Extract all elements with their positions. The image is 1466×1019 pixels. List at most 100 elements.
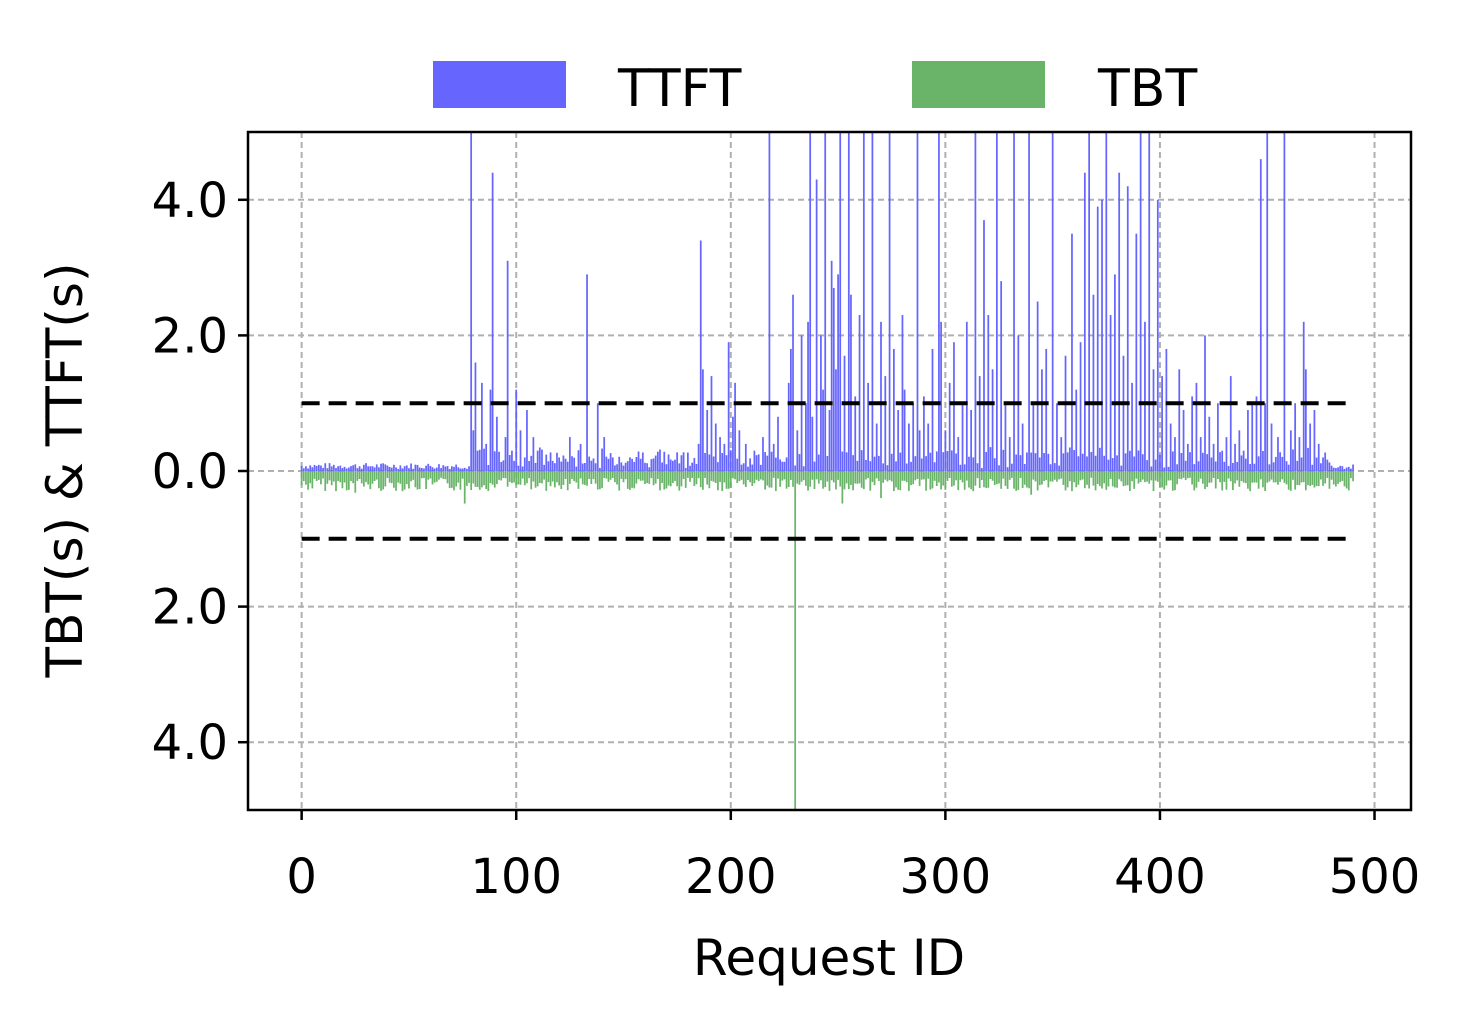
tbt-bar <box>687 471 689 478</box>
ttft-bar <box>341 468 344 471</box>
ttft-bar <box>1242 450 1245 471</box>
ttft-bar <box>935 451 938 471</box>
tbt-bar <box>1221 471 1224 491</box>
tbt-bar <box>450 471 453 488</box>
tbt-bar <box>1322 471 1324 486</box>
tbt-bar <box>875 471 878 479</box>
ttft-bar <box>1201 452 1204 471</box>
ttft-bar <box>1292 449 1294 471</box>
tbt-bar <box>899 471 902 491</box>
tbt-bar <box>1043 471 1045 482</box>
ttft-bar <box>1210 457 1213 471</box>
tbt-bar <box>856 471 859 484</box>
tbt-bar <box>521 471 524 479</box>
tbt-bar <box>324 471 327 491</box>
ttft-bar <box>620 462 623 471</box>
ttft-bar <box>1094 455 1097 471</box>
tbt-bar <box>1023 471 1026 485</box>
tbt-bar <box>725 471 728 489</box>
tbt-bar <box>1272 471 1275 483</box>
ttft-bar <box>652 458 655 471</box>
ttft-bar <box>1199 437 1202 471</box>
tbt-bar <box>955 471 957 481</box>
tbt-bar <box>1193 471 1196 491</box>
tbt-bar <box>1017 471 1020 490</box>
tbt-bar <box>1302 471 1305 483</box>
tbt-bar <box>680 471 683 487</box>
ttft-bar <box>1298 437 1301 471</box>
tbt-bar <box>1148 471 1151 484</box>
tbt-bar <box>826 471 829 482</box>
tbt-bar <box>963 471 966 490</box>
tbt-bar <box>852 471 854 491</box>
ttft-bar <box>1232 462 1234 471</box>
ttft-bar <box>478 449 481 471</box>
ttft-bar <box>1221 450 1224 471</box>
ttft-bar <box>401 468 404 471</box>
ttft-bar <box>302 468 305 471</box>
ttft-bar <box>918 430 921 471</box>
tbt-bar <box>824 471 827 488</box>
ttft-bar <box>968 456 970 471</box>
ttft-bar <box>757 454 760 471</box>
ttft-bar <box>399 465 402 471</box>
tbt-bar <box>423 471 425 479</box>
threshold-lines <box>301 401 1354 541</box>
tbt-bar <box>646 471 648 484</box>
tbt-bar <box>757 471 760 482</box>
tbt-bar <box>1242 471 1245 483</box>
tbt-bar <box>805 471 807 486</box>
tbt-bar <box>1201 471 1204 484</box>
ttft-bar <box>1075 389 1078 471</box>
ttft-bar <box>1030 452 1033 471</box>
ttft-bar <box>1352 464 1354 471</box>
tbt-bar <box>877 471 880 482</box>
tbt-bar <box>532 471 535 482</box>
tbt-bar <box>693 471 696 487</box>
ttft-bar <box>822 389 824 471</box>
ttft-bar <box>1259 159 1262 471</box>
tbt-bar <box>1335 471 1337 487</box>
tbt-bar <box>556 471 558 483</box>
tbt-bar <box>633 471 636 489</box>
ttft-bar <box>390 467 393 471</box>
legend: TTFT TBT <box>433 59 1197 119</box>
tbt-bar <box>985 471 988 488</box>
tbt-bar <box>661 471 664 484</box>
tbt-bar <box>1298 471 1301 486</box>
tbt-bar <box>472 471 475 484</box>
tbt-bar <box>350 471 352 481</box>
tbt-bar <box>440 471 442 478</box>
ttft-bar <box>1023 463 1026 471</box>
tbt-bar <box>1320 471 1322 480</box>
ttft-bar <box>865 460 867 471</box>
y-tick-label: 0.0 <box>152 444 228 500</box>
tbt-bar <box>835 471 837 490</box>
ttft-bar <box>388 466 391 471</box>
tbt-bar <box>375 471 378 480</box>
tbt-bar <box>468 471 470 483</box>
ttft-bar <box>1247 409 1249 471</box>
ttft-bar <box>790 348 792 471</box>
ttft-bar <box>553 463 556 471</box>
tbt-bar <box>538 471 541 483</box>
y-tick-label: 2.0 <box>152 308 228 364</box>
ttft-bar <box>1350 468 1352 471</box>
ttft-bar <box>459 468 462 471</box>
tbt-bar <box>457 471 460 483</box>
ttft-bar <box>1021 423 1024 471</box>
ttft-bar <box>1038 457 1041 471</box>
ttft-bar <box>805 403 807 471</box>
tbt-bar <box>800 471 803 482</box>
ttft-bar <box>513 460 515 471</box>
ttft-bar <box>489 389 492 471</box>
ttft-bar <box>564 458 567 471</box>
ttft-bar <box>1083 172 1086 471</box>
ttft-bar <box>457 467 460 471</box>
ttft-bar <box>609 453 612 471</box>
tbt-bar <box>671 471 674 483</box>
ttft-bar <box>785 457 788 471</box>
ttft-bar <box>824 132 827 471</box>
tbt-bar <box>961 471 964 483</box>
ttft-bar <box>356 468 359 471</box>
